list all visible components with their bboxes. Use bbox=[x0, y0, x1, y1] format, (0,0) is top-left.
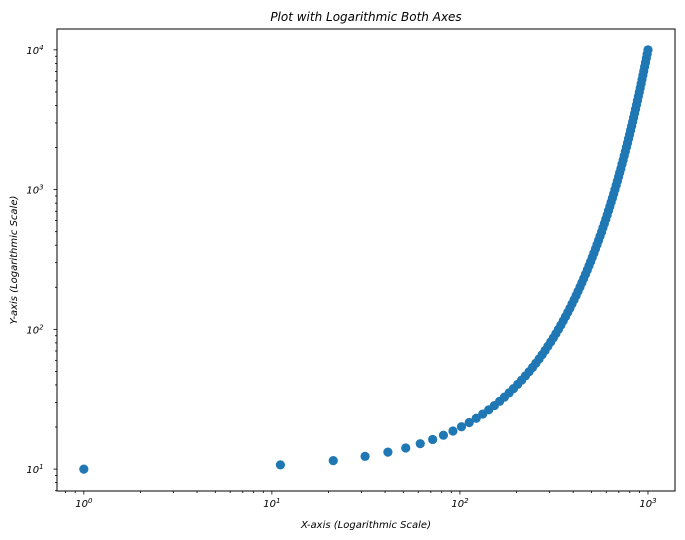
data-point bbox=[456, 422, 467, 432]
data-point bbox=[79, 464, 89, 474]
y-tick-label: 101 bbox=[26, 463, 43, 476]
data-point bbox=[383, 447, 393, 457]
y-tick-label: 104 bbox=[26, 44, 43, 57]
data-point bbox=[275, 460, 286, 470]
y-tick-label: 102 bbox=[26, 323, 44, 336]
data-point bbox=[401, 443, 411, 453]
x-tick-label: 100 bbox=[75, 497, 93, 510]
x-tick-label: 102 bbox=[451, 497, 469, 510]
data-point bbox=[448, 426, 458, 436]
x-tick-label: 101 bbox=[263, 497, 280, 510]
data-point bbox=[328, 456, 338, 466]
chart-title: Plot with Logarithmic Both Axes bbox=[270, 10, 461, 24]
data-points bbox=[79, 45, 653, 474]
y-axis-label: Y-axis (Logarithmic Scale) bbox=[9, 196, 20, 325]
plot-frame bbox=[56, 28, 676, 492]
data-point bbox=[471, 413, 481, 423]
data-point bbox=[643, 45, 653, 55]
y-tick-label: 103 bbox=[26, 184, 43, 197]
data-point bbox=[438, 430, 449, 440]
data-point bbox=[360, 451, 370, 461]
axis-ticks: 100 101 102 103 101 102 103 104 bbox=[26, 44, 656, 510]
data-point bbox=[464, 417, 474, 428]
x-tick-label: 103 bbox=[639, 497, 656, 510]
data-point bbox=[415, 439, 425, 449]
data-point bbox=[428, 434, 438, 445]
x-axis-label: X-axis (Logarithmic Scale) bbox=[300, 520, 431, 531]
